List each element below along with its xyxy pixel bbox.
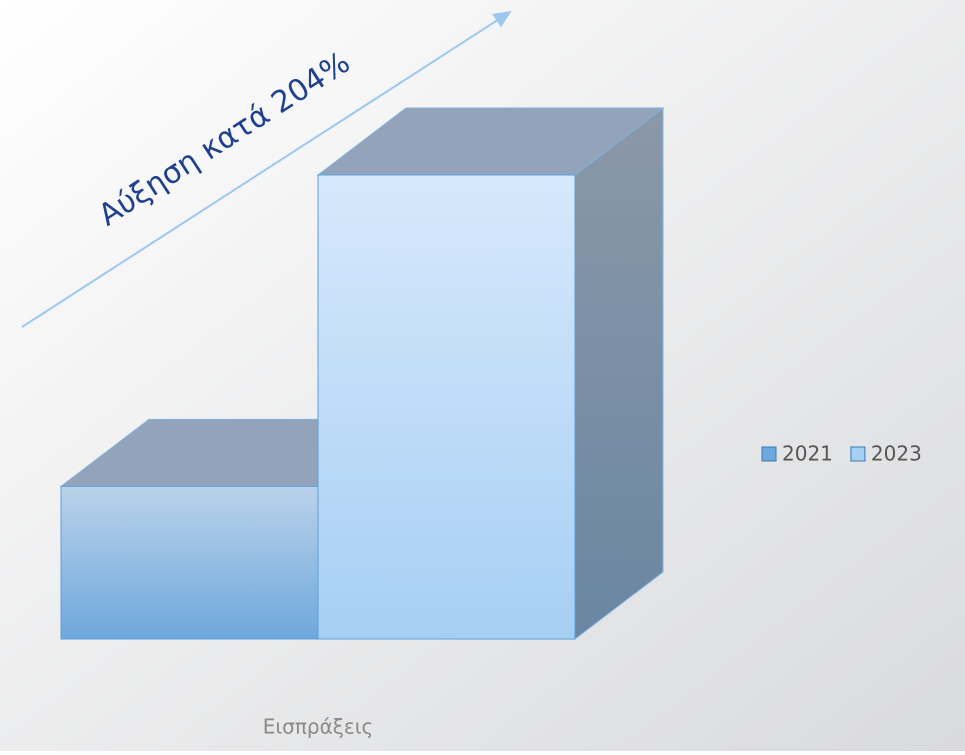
bar: [316, 106, 665, 641]
legend-swatch: [761, 446, 777, 462]
bar-side: [574, 106, 664, 641]
arrow: [21, 10, 512, 328]
bar-front: [60, 485, 319, 640]
legend-swatch: [850, 446, 866, 462]
bar-front: [317, 174, 576, 640]
x-tick-label: Εισπράξεις: [263, 715, 373, 739]
legend-label: 2021: [782, 442, 833, 466]
legend-label: 2023: [871, 442, 922, 466]
